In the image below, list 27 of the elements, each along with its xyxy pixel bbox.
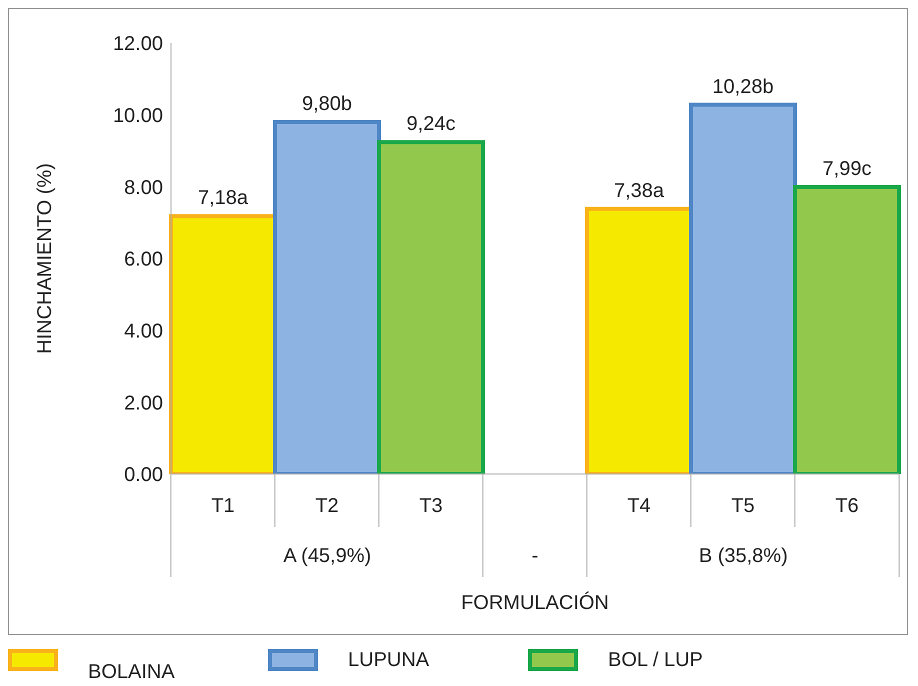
data-label: 9,24c bbox=[406, 113, 456, 136]
y-tick-label: 0.00 bbox=[124, 464, 163, 486]
y-tick-label: 12.00 bbox=[112, 33, 163, 56]
data-label: 7,99c bbox=[822, 158, 872, 180]
x-tick-label: T2 bbox=[315, 495, 339, 517]
data-label: 7,18a bbox=[198, 187, 249, 210]
y-tick-label: 8.00 bbox=[124, 176, 163, 199]
x-tick-label: T5 bbox=[731, 495, 755, 517]
text: B (35,8%) bbox=[698, 545, 788, 567]
y-tick-label: 10.00 bbox=[112, 104, 163, 127]
x-tick-label: T6 bbox=[835, 495, 859, 517]
data-label: 9,80b bbox=[302, 93, 352, 116]
x-tick-label: T3 bbox=[419, 495, 443, 517]
y-tick-label: 6.00 bbox=[124, 248, 163, 271]
data-label: 10,28b bbox=[712, 76, 774, 98]
text: A (45,9%) bbox=[283, 545, 372, 567]
y-tick-label: 2.00 bbox=[124, 392, 163, 414]
legend-label: BOLAINA bbox=[88, 661, 175, 684]
y-axis-title: HINCHAMIENTO (%) bbox=[34, 163, 56, 354]
text: - bbox=[532, 545, 538, 567]
y-tick-label: 4.00 bbox=[124, 320, 163, 342]
x-tick-label: T1 bbox=[211, 495, 235, 517]
x-tick-label: T4 bbox=[627, 495, 651, 517]
legend-label: BOL / LUP bbox=[608, 649, 703, 672]
legend-label: LUPUNA bbox=[348, 649, 430, 672]
data-label: 7,38a bbox=[614, 180, 665, 202]
x-axis-title: FORMULACIÓN bbox=[461, 591, 609, 614]
